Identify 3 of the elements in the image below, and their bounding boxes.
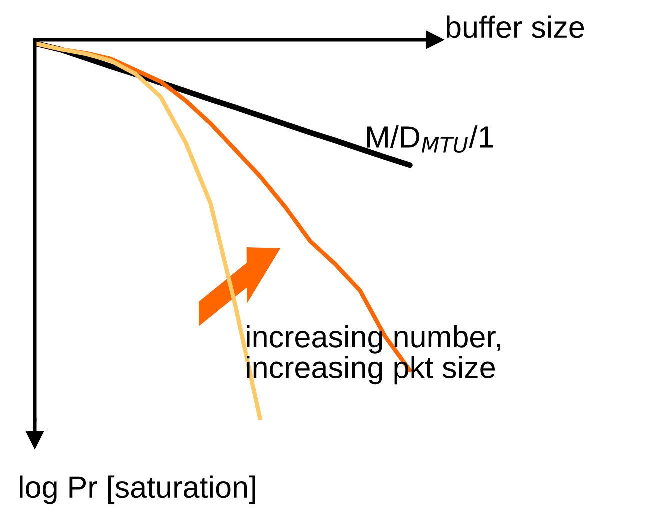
x-axis-title: buffer size [446, 16, 584, 38]
annotation: M/D$_{MTU}$/1 [368, 126, 494, 154]
text: log Pr [saturation] [20, 476, 256, 504]
